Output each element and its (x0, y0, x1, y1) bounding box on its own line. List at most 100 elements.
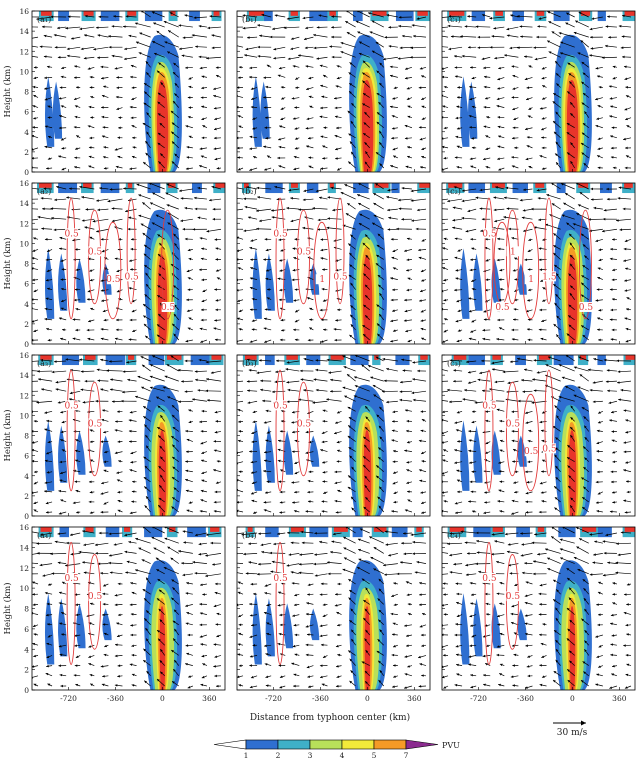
wind-vector-head (59, 673, 63, 677)
wind-vector-head (84, 34, 87, 37)
wind-vector-head (335, 147, 338, 151)
wind-vector-head (420, 429, 424, 433)
wind-vector-head (142, 527, 145, 529)
wind-vector-head (623, 441, 627, 444)
wind-vector-head (32, 257, 35, 260)
wind-vector-head (145, 140, 148, 144)
wind-vector-head (148, 183, 152, 185)
wind-vector-head (47, 287, 50, 291)
wind-vector-head (456, 299, 460, 303)
wind-vector-head (132, 329, 136, 332)
wind-vector-head (46, 269, 50, 272)
wind-vector-head (122, 390, 125, 394)
contours: 0.50.5 (64, 369, 103, 492)
pv-contour-line (505, 381, 519, 477)
wind-vector-head (142, 122, 146, 126)
wind-vector-head (130, 238, 134, 241)
wind-vector-head (620, 46, 624, 50)
wind-vector-head (145, 61, 149, 64)
wind-vector-head (342, 386, 346, 390)
wind-vector-head (102, 602, 106, 606)
wind-vector-head (533, 46, 536, 49)
wind-vector (32, 562, 39, 564)
wind-vector (237, 339, 244, 342)
wind-vector-head (213, 440, 217, 443)
pv-upper-patch (371, 527, 389, 538)
pv-upper-patch (58, 183, 78, 194)
wind-vector-head (393, 491, 397, 494)
panel-background (237, 355, 430, 516)
wind-vector-head (392, 147, 396, 151)
wind-vector-head (279, 259, 282, 262)
wind-vector-head (60, 430, 64, 434)
wind-vector-head (201, 105, 204, 109)
wind-vector-head (598, 308, 602, 312)
wind-vector-head (525, 411, 528, 414)
wind-vector-head (33, 683, 37, 687)
wind-vector-head (294, 288, 298, 291)
wind-vector-head (115, 420, 118, 423)
wind-vector-head (412, 361, 416, 364)
wind-vector-head (46, 655, 50, 659)
wind-vector-head (456, 410, 460, 414)
wind-vector-head (257, 45, 260, 49)
wind-vector-head (214, 582, 218, 586)
wind-vector-head (560, 41, 564, 45)
wind-vector-head (293, 167, 297, 171)
wind-vector-head (198, 552, 202, 556)
wind-vector-head (202, 125, 206, 128)
wind-vector-head (183, 541, 186, 544)
wind-vector-head (293, 257, 297, 260)
wind-vector-head (351, 151, 354, 155)
wind-vector-head (158, 313, 161, 317)
pv-upper-patch (493, 11, 505, 22)
wind-vector-head (471, 146, 475, 150)
wind-vector-head (454, 156, 458, 159)
wind-vector-head (116, 289, 120, 293)
wind-vector-head (211, 46, 215, 50)
wind-vector-head (67, 15, 71, 18)
wind-vector-head (229, 14, 232, 17)
pv-rainband (52, 81, 63, 139)
wind-vector-head (525, 127, 528, 131)
wind-vector-head (120, 399, 124, 403)
wind-vector (573, 366, 589, 372)
wind-vector-head (406, 87, 410, 90)
wind-vector-head (201, 471, 205, 475)
wind-vector (340, 42, 356, 48)
wind-vector-head (354, 355, 358, 358)
wind-vector-head (173, 313, 177, 317)
wind-vector-head (89, 86, 93, 89)
wind-vector-head (611, 410, 614, 414)
wind-vector-head (420, 410, 424, 413)
wind-vector-head (392, 471, 396, 474)
wind-vector (205, 553, 222, 557)
contour-label-bg (125, 271, 139, 282)
pv-upper-core (373, 527, 387, 532)
wind-vector-head (279, 430, 283, 433)
pv-upper-patch (284, 355, 300, 366)
wind-vector-head (215, 66, 219, 69)
wind-vector-head (198, 358, 202, 362)
wind-vector-head (468, 439, 472, 442)
wind-vector-head (322, 299, 326, 302)
wind-vector-head (609, 288, 613, 291)
wind-vector-head (103, 653, 107, 657)
wind-vector-head (59, 460, 63, 464)
pv-rainband (260, 81, 270, 139)
wind-vector-head (187, 288, 191, 292)
wind-vector-head (406, 258, 410, 262)
wind-vector-head (39, 45, 43, 49)
wind-vector-head (79, 27, 83, 31)
wind-vector-head (166, 204, 170, 207)
wind-vector-head (117, 499, 121, 503)
wind-vector-head (58, 97, 62, 100)
wind-vector-head (185, 167, 189, 170)
wind-vector-head (37, 370, 40, 373)
wind-vector-head (44, 97, 48, 101)
wind-vector-head (420, 166, 423, 169)
wind-vector-head (173, 62, 177, 66)
contours: 0.511 1.50.50.5 (482, 197, 593, 320)
wind-vector-head (443, 156, 447, 160)
wind-vector-head (117, 613, 121, 617)
